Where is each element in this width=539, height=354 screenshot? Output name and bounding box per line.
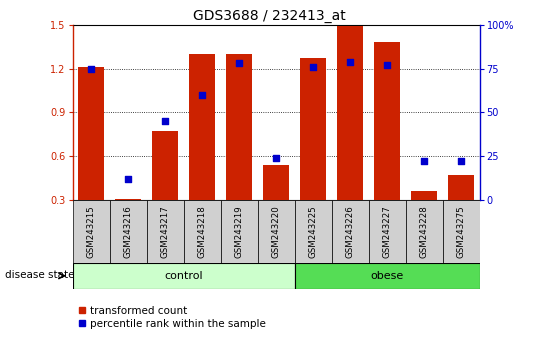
Bar	[221, 200, 258, 264]
Bar	[184, 200, 221, 264]
Point	[235, 61, 244, 66]
Bar	[443, 200, 480, 264]
Bar	[153, 131, 178, 200]
Text: GSM243218: GSM243218	[198, 205, 207, 258]
Bar	[189, 54, 215, 200]
Bar	[374, 42, 400, 200]
Text: GSM243219: GSM243219	[235, 206, 244, 258]
Text: GSM243275: GSM243275	[457, 205, 466, 258]
Bar	[331, 200, 369, 264]
Point	[457, 159, 466, 164]
Point	[272, 155, 281, 161]
Text: GSM243220: GSM243220	[272, 205, 281, 258]
Point	[198, 92, 206, 98]
Bar	[226, 54, 252, 200]
Bar	[110, 200, 147, 264]
Text: GSM243227: GSM243227	[383, 205, 392, 258]
Text: control: control	[164, 271, 203, 281]
Text: GDS3688 / 232413_at: GDS3688 / 232413_at	[193, 9, 346, 23]
Point	[420, 159, 429, 164]
Bar	[73, 263, 295, 289]
Bar	[115, 199, 141, 200]
Bar	[78, 67, 104, 200]
Legend: transformed count, percentile rank within the sample: transformed count, percentile rank withi…	[78, 306, 266, 329]
Bar	[295, 263, 480, 289]
Bar	[406, 200, 443, 264]
Text: obese: obese	[371, 271, 404, 281]
Point	[383, 62, 391, 68]
Text: GSM243225: GSM243225	[309, 205, 317, 258]
Point	[87, 66, 95, 72]
Text: GSM243215: GSM243215	[87, 205, 96, 258]
Point	[161, 118, 170, 124]
Bar	[448, 175, 474, 200]
Text: GSM243226: GSM243226	[345, 205, 355, 258]
Text: GSM243228: GSM243228	[420, 205, 429, 258]
Bar	[411, 191, 437, 200]
Bar	[300, 58, 326, 200]
Text: disease state: disease state	[5, 270, 75, 280]
Text: GSM243217: GSM243217	[161, 205, 170, 258]
Bar	[337, 26, 363, 200]
Bar	[295, 200, 331, 264]
Bar	[263, 165, 289, 200]
Point	[124, 176, 133, 182]
Point	[346, 59, 355, 64]
Text: GSM243216: GSM243216	[124, 205, 133, 258]
Bar	[258, 200, 295, 264]
Bar	[369, 200, 406, 264]
Bar	[73, 200, 110, 264]
Point	[309, 64, 317, 70]
Bar	[147, 200, 184, 264]
